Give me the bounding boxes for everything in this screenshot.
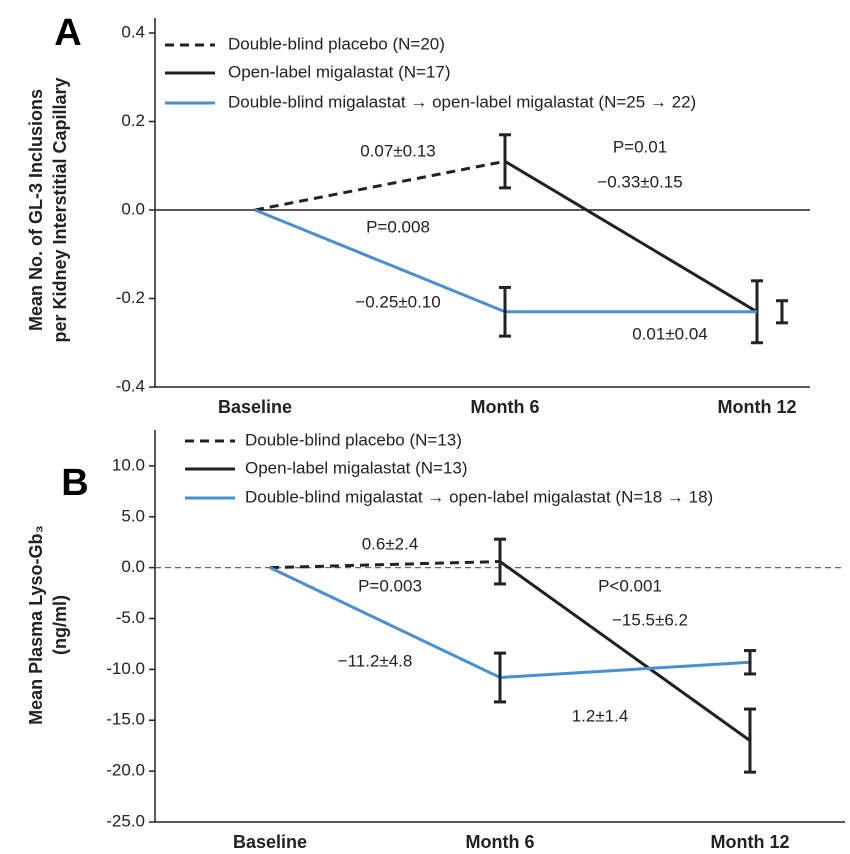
y-tick-label: 0.2 bbox=[121, 111, 145, 130]
y-axis-label-line: (ng/ml) bbox=[50, 595, 70, 655]
x-tick-label: Month 12 bbox=[711, 832, 790, 852]
x-tick-label: Baseline bbox=[233, 832, 307, 852]
y-tick-label: -15.0 bbox=[106, 710, 145, 729]
y-tick-label: -5.0 bbox=[116, 608, 145, 627]
annotation: −15.5±6.2 bbox=[612, 610, 688, 629]
y-axis-label-line: Mean No. of GL-3 Inclusions bbox=[26, 89, 46, 331]
panel-letter: A bbox=[54, 12, 81, 54]
x-tick-label: Month 6 bbox=[466, 832, 535, 852]
panel-letter: B bbox=[61, 462, 88, 504]
error-bar bbox=[744, 649, 756, 676]
annotation: P=0.003 bbox=[358, 576, 422, 595]
y-tick-label: 5.0 bbox=[121, 506, 145, 525]
legend-label: Open-label migalastat (N=17) bbox=[228, 62, 451, 81]
annotation: P<0.001 bbox=[598, 576, 662, 595]
x-tick-label: Month 6 bbox=[471, 397, 540, 417]
y-tick-label: -0.4 bbox=[116, 376, 145, 395]
legend-label: Double-blind migalastat → open-label mig… bbox=[245, 487, 713, 506]
y-tick-label: -20.0 bbox=[106, 761, 145, 780]
series-line bbox=[269, 560, 501, 570]
legend-label: Double-blind placebo (N=13) bbox=[245, 430, 462, 449]
legend-label: Open-label migalastat (N=13) bbox=[245, 458, 468, 477]
y-axis-label: Mean No. of GL-3 Inclusions per Kidney In… bbox=[26, 77, 70, 342]
y-tick-label: 10.0 bbox=[112, 455, 145, 474]
annotation: 0.6±2.4 bbox=[362, 534, 419, 553]
legend-label: Double-blind migalastat → open-label mig… bbox=[228, 92, 696, 111]
annotation: 1.2±1.4 bbox=[572, 706, 629, 725]
legend-label: Double-blind placebo (N=20) bbox=[228, 34, 445, 53]
y-axis-label-line: per Kidney Interstitial Capillary bbox=[50, 77, 70, 342]
annotation: 0.01±0.04 bbox=[632, 324, 708, 343]
error-bar bbox=[494, 651, 506, 704]
annotation: 0.07±0.13 bbox=[360, 141, 436, 160]
annotation: P=0.008 bbox=[366, 217, 430, 236]
series-line bbox=[499, 560, 751, 742]
x-tick-label: Baseline bbox=[218, 397, 292, 417]
panel: A Mean No. of GL-3 Inclusions per Kidney I… bbox=[26, 12, 810, 417]
x-tick-label: Month 12 bbox=[718, 397, 797, 417]
error-bar bbox=[776, 299, 788, 325]
panel: B Mean Plasma Lyso-Gb₃ (ng/ml) -25.0 -20.0 -1… bbox=[26, 430, 845, 852]
series-line bbox=[504, 160, 758, 314]
annotation: P=0.01 bbox=[613, 137, 667, 156]
error-bar bbox=[744, 707, 756, 774]
y-tick-label: -25.0 bbox=[106, 811, 145, 830]
series-line bbox=[254, 159, 506, 212]
y-axis-label-line: Mean Plasma Lyso-Gb₃ bbox=[26, 525, 46, 725]
annotation: −0.33±0.15 bbox=[597, 172, 682, 191]
annotation: −0.25±0.10 bbox=[355, 292, 440, 311]
y-tick-label: -0.2 bbox=[116, 288, 145, 307]
y-tick-label: 0.4 bbox=[121, 22, 145, 41]
annotation: −11.2±4.8 bbox=[338, 651, 413, 670]
error-bar bbox=[499, 285, 511, 338]
y-tick-label: 0.0 bbox=[121, 557, 145, 576]
y-tick-label: -10.0 bbox=[106, 659, 145, 678]
y-tick-label: 0.0 bbox=[121, 199, 145, 218]
y-axis-label: Mean Plasma Lyso-Gb₃ (ng/ml) bbox=[26, 525, 70, 725]
